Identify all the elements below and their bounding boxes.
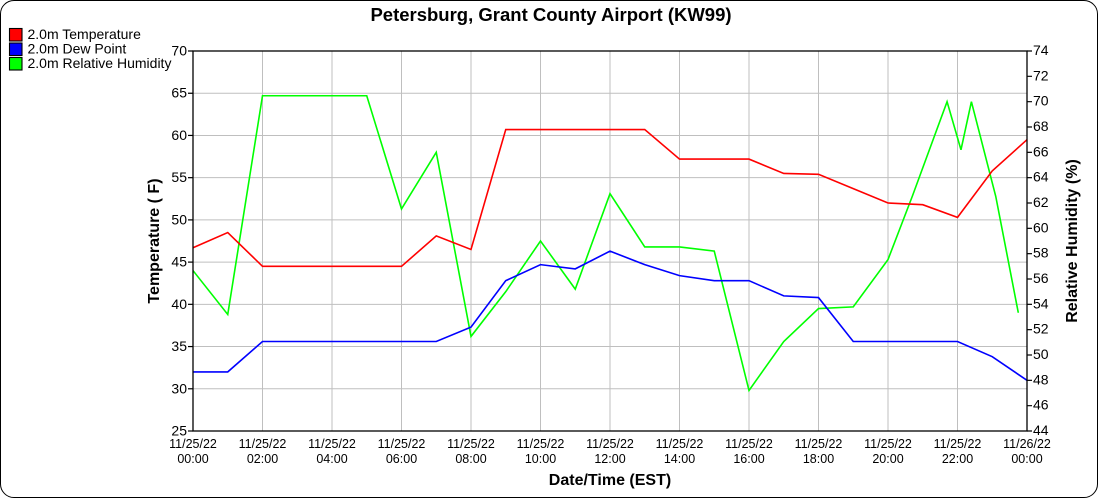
svg-text:65: 65 xyxy=(171,85,187,101)
svg-text:12:00: 12:00 xyxy=(594,452,625,466)
svg-text:58: 58 xyxy=(1033,245,1049,261)
svg-text:20:00: 20:00 xyxy=(872,452,903,466)
svg-text:11/25/22: 11/25/22 xyxy=(934,437,982,451)
svg-text:70: 70 xyxy=(171,43,187,59)
svg-text:02:00: 02:00 xyxy=(247,452,278,466)
svg-text:18:00: 18:00 xyxy=(803,452,834,466)
svg-text:00:00: 00:00 xyxy=(177,452,208,466)
svg-text:16:00: 16:00 xyxy=(733,452,764,466)
svg-text:04:00: 04:00 xyxy=(316,452,347,466)
svg-text:40: 40 xyxy=(171,296,187,312)
svg-text:11/25/22: 11/25/22 xyxy=(517,437,565,451)
svg-text:68: 68 xyxy=(1033,118,1049,134)
svg-text:11/26/22: 11/26/22 xyxy=(1003,437,1051,451)
svg-text:11/25/22: 11/25/22 xyxy=(725,437,773,451)
svg-text:46: 46 xyxy=(1033,397,1049,413)
svg-text:52: 52 xyxy=(1033,321,1049,337)
svg-text:11/25/22: 11/25/22 xyxy=(656,437,704,451)
svg-text:56: 56 xyxy=(1033,270,1049,286)
svg-text:14:00: 14:00 xyxy=(664,452,695,466)
svg-text:74: 74 xyxy=(1033,42,1049,58)
svg-text:35: 35 xyxy=(171,338,187,354)
svg-text:64: 64 xyxy=(1033,169,1049,185)
svg-text:06:00: 06:00 xyxy=(386,452,417,466)
svg-text:Relative Humidity (%): Relative Humidity (%) xyxy=(1064,159,1081,323)
svg-text:60: 60 xyxy=(1033,219,1049,235)
svg-text:44: 44 xyxy=(1033,422,1049,438)
svg-text:60: 60 xyxy=(171,127,187,143)
svg-text:2.0m Relative Humidity: 2.0m Relative Humidity xyxy=(28,55,172,71)
svg-text:00:00: 00:00 xyxy=(1011,452,1042,466)
svg-text:50: 50 xyxy=(171,211,187,227)
svg-text:72: 72 xyxy=(1033,67,1049,83)
svg-text:11/25/22: 11/25/22 xyxy=(378,437,426,451)
svg-text:30: 30 xyxy=(171,380,187,396)
svg-text:50: 50 xyxy=(1033,346,1049,362)
svg-text:08:00: 08:00 xyxy=(455,452,486,466)
svg-text:70: 70 xyxy=(1033,93,1049,109)
svg-text:54: 54 xyxy=(1033,295,1049,311)
svg-text:11/25/22: 11/25/22 xyxy=(239,437,287,451)
svg-text:11/25/22: 11/25/22 xyxy=(795,437,843,451)
svg-text:45: 45 xyxy=(171,254,187,270)
svg-text:11/25/22: 11/25/22 xyxy=(864,437,912,451)
svg-text:66: 66 xyxy=(1033,143,1049,159)
svg-text:48: 48 xyxy=(1033,371,1049,387)
svg-text:Date/Time (EST): Date/Time (EST) xyxy=(549,472,671,489)
svg-text:Petersburg, Grant County Airpo: Petersburg, Grant County Airport (KW99) xyxy=(370,4,731,25)
svg-text:22:00: 22:00 xyxy=(942,452,973,466)
svg-text:Temperature ( F): Temperature ( F) xyxy=(146,178,163,303)
svg-text:62: 62 xyxy=(1033,194,1049,210)
svg-text:10:00: 10:00 xyxy=(525,452,556,466)
svg-text:11/25/22: 11/25/22 xyxy=(308,437,356,451)
svg-text:11/25/22: 11/25/22 xyxy=(586,437,634,451)
svg-text:11/25/22: 11/25/22 xyxy=(169,437,217,451)
svg-text:55: 55 xyxy=(171,169,187,185)
svg-text:11/25/22: 11/25/22 xyxy=(447,437,495,451)
